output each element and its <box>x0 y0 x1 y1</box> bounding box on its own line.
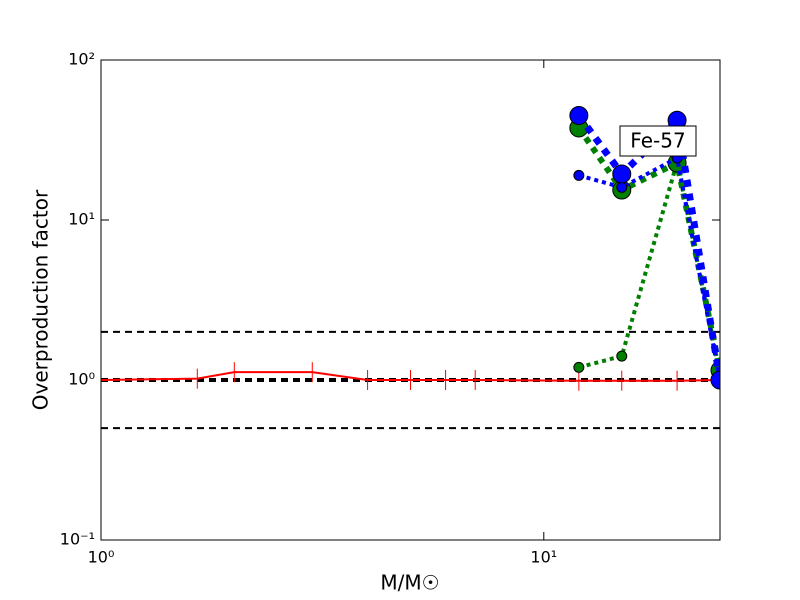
plot-area <box>101 105 720 430</box>
point <box>569 105 589 125</box>
x-tick-label: 10¹ <box>530 548 557 567</box>
annotation-box <box>619 125 697 157</box>
point <box>616 350 628 362</box>
point <box>710 370 720 390</box>
series-line <box>101 371 720 382</box>
y-axis-label: Overproduction factor <box>29 189 53 410</box>
point <box>573 361 585 373</box>
x-axis-label: M/M☉ <box>380 571 439 595</box>
point <box>616 181 628 193</box>
x-tick-label: 10⁰ <box>88 548 115 567</box>
point <box>612 164 632 184</box>
annotation: Fe-57 <box>630 129 685 153</box>
series-line <box>576 113 720 381</box>
series-line <box>578 154 720 381</box>
y-tick-label: 10⁻¹ <box>60 530 95 549</box>
plot-frame <box>100 59 721 541</box>
y-tick-label: 10² <box>68 50 95 69</box>
point <box>573 169 585 181</box>
y-tick-label: 10¹ <box>68 210 95 229</box>
y-tick-label: 10⁰ <box>68 370 95 389</box>
